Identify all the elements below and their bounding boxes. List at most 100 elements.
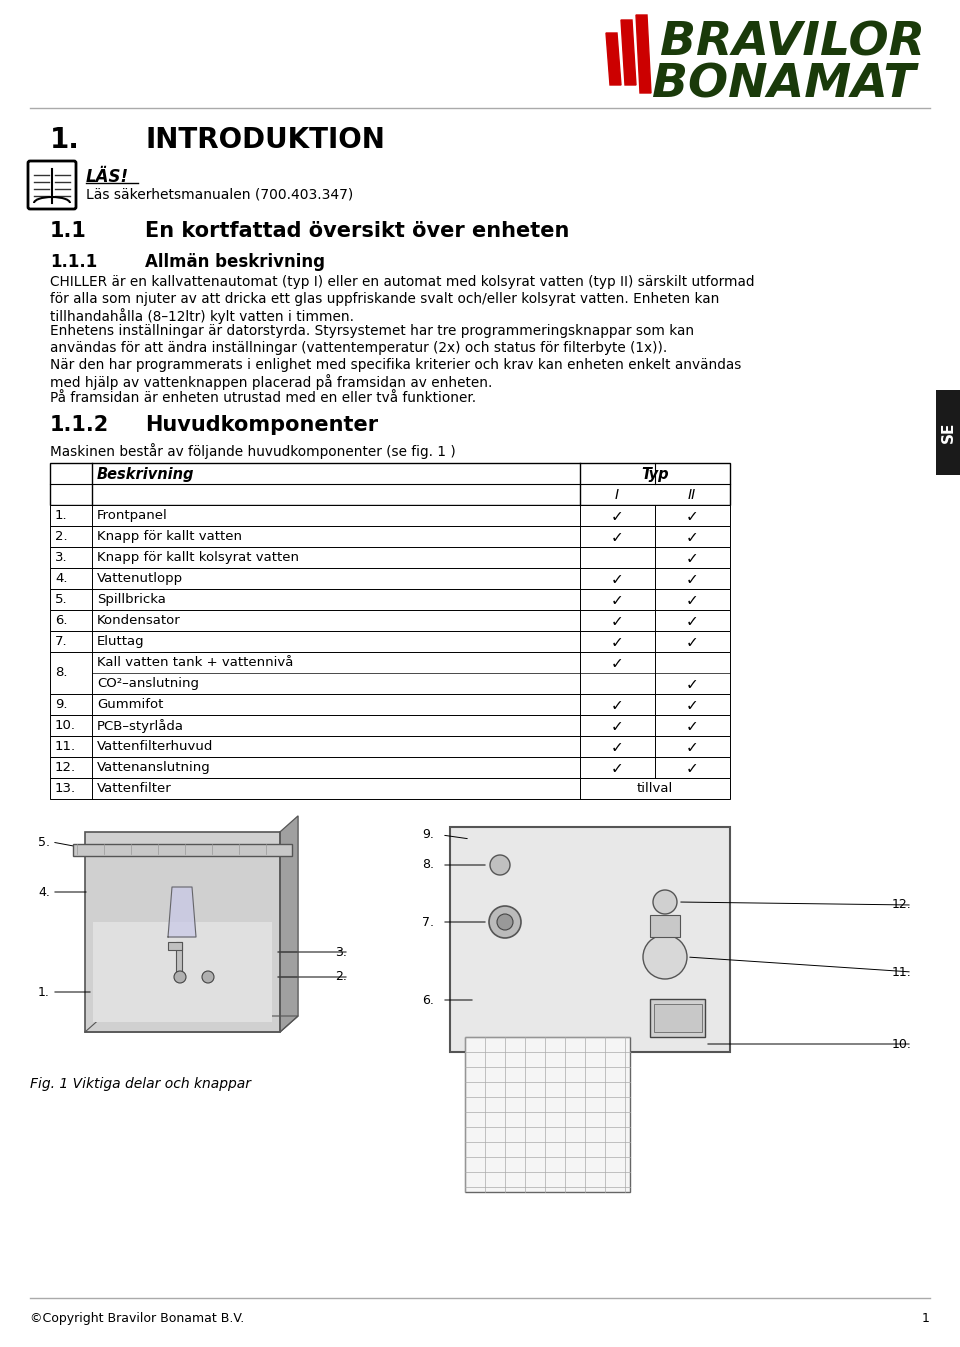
Text: Huvudkomponenter: Huvudkomponenter: [145, 415, 378, 435]
Text: 11.: 11.: [892, 966, 912, 978]
Bar: [50, 505, 730, 525]
Text: På framsidan är enheten utrustad med en eller två funktioner.: På framsidan är enheten utrustad med en …: [50, 391, 476, 404]
Text: Kall vatten tank + vattennivå: Kall vatten tank + vattennivå: [97, 656, 294, 669]
Text: ✓: ✓: [685, 761, 698, 776]
Polygon shape: [621, 20, 636, 85]
Bar: [465, 1037, 630, 1192]
Text: ✓: ✓: [685, 634, 698, 651]
Circle shape: [643, 935, 687, 979]
Text: I: I: [615, 488, 619, 502]
Text: 5.: 5.: [55, 593, 67, 606]
Circle shape: [174, 971, 186, 983]
Text: ✓: ✓: [611, 614, 623, 629]
Text: ✓: ✓: [685, 698, 698, 713]
Text: tillval: tillval: [636, 783, 673, 795]
Bar: [50, 568, 730, 589]
Bar: [654, 1004, 702, 1032]
Bar: [50, 715, 730, 735]
Text: 1.: 1.: [50, 127, 80, 154]
Text: ✓: ✓: [611, 529, 623, 546]
Text: ✓: ✓: [611, 656, 623, 671]
Text: 10.: 10.: [55, 719, 76, 731]
Text: med hjälp av vattenknappen placerad på framsidan av enheten.: med hjälp av vattenknappen placerad på f…: [50, 374, 492, 389]
Text: Typ: Typ: [641, 467, 669, 482]
Text: 9.: 9.: [422, 828, 434, 842]
Text: ✓: ✓: [685, 614, 698, 629]
Text: användas för att ändra inställningar (vattentemperatur (2x) och status för filte: användas för att ändra inställningar (va…: [50, 341, 667, 356]
Text: ✓: ✓: [685, 678, 698, 692]
Text: PCB–styrlåda: PCB–styrlåda: [97, 719, 184, 733]
Text: Vattenfilter: Vattenfilter: [97, 783, 172, 795]
Bar: [50, 694, 730, 715]
Text: 4.: 4.: [38, 885, 50, 898]
Text: 3.: 3.: [55, 551, 67, 564]
Text: tillhandahålla (8–12ltr) kylt vatten i timmen.: tillhandahålla (8–12ltr) kylt vatten i t…: [50, 308, 354, 323]
Text: INTRODUKTION: INTRODUKTION: [145, 127, 385, 154]
Circle shape: [653, 890, 677, 915]
Text: 1.1: 1.1: [50, 221, 86, 241]
Text: ✓: ✓: [685, 719, 698, 734]
Text: ✓: ✓: [611, 698, 623, 713]
Polygon shape: [606, 32, 621, 85]
Text: ✓: ✓: [611, 740, 623, 756]
Text: II: II: [688, 488, 696, 502]
Text: Vattenfilterhuvud: Vattenfilterhuvud: [97, 740, 213, 753]
Text: ©Copyright Bravilor Bonamat B.V.: ©Copyright Bravilor Bonamat B.V.: [30, 1312, 244, 1325]
Bar: [50, 463, 730, 505]
Text: ✓: ✓: [611, 761, 623, 776]
Text: Knapp för kallt kolsyrat vatten: Knapp för kallt kolsyrat vatten: [97, 551, 299, 564]
Bar: [73, 845, 292, 855]
Text: ✓: ✓: [685, 551, 698, 566]
Text: Läs säkerhetsmanualen (700.403.347): Läs säkerhetsmanualen (700.403.347): [86, 187, 353, 201]
Bar: [50, 525, 730, 547]
Text: ✓: ✓: [611, 719, 623, 734]
Text: När den har programmerats i enlighet med specifika kriterier och krav kan enhete: När den har programmerats i enlighet med…: [50, 357, 741, 372]
Text: Beskrivning: Beskrivning: [97, 467, 195, 482]
Bar: [50, 610, 730, 630]
Circle shape: [489, 907, 521, 938]
Bar: [50, 735, 730, 757]
Text: Gummifot: Gummifot: [97, 698, 163, 711]
Text: 12.: 12.: [55, 761, 76, 775]
Polygon shape: [636, 15, 651, 93]
Bar: [176, 942, 182, 977]
Text: 9.: 9.: [55, 698, 67, 711]
Text: 13.: 13.: [55, 783, 76, 795]
Text: ✓: ✓: [685, 529, 698, 546]
Text: BRAVILOR: BRAVILOR: [660, 20, 925, 65]
Bar: [936, 391, 960, 475]
Text: 12.: 12.: [892, 898, 912, 912]
Text: 1.1.1: 1.1.1: [50, 253, 97, 271]
Circle shape: [497, 915, 513, 929]
Bar: [50, 779, 730, 799]
Bar: [50, 652, 730, 694]
Text: BONAMAT: BONAMAT: [652, 63, 916, 108]
Text: 1.: 1.: [55, 509, 67, 523]
Polygon shape: [85, 1016, 298, 1032]
Text: 8.: 8.: [422, 858, 434, 872]
Bar: [168, 942, 182, 950]
Text: 1: 1: [923, 1312, 930, 1325]
Text: Fig. 1 Viktiga delar och knappar: Fig. 1 Viktiga delar och knappar: [30, 1078, 251, 1091]
Text: Spillbricka: Spillbricka: [97, 593, 166, 606]
Bar: [450, 827, 730, 1052]
Text: Eluttag: Eluttag: [97, 634, 145, 648]
Bar: [650, 915, 680, 938]
Text: En kortfattad översikt över enheten: En kortfattad översikt över enheten: [145, 221, 569, 241]
Text: ✓: ✓: [685, 572, 698, 587]
Text: ✓: ✓: [685, 740, 698, 756]
Text: LÄS!: LÄS!: [86, 168, 130, 186]
Text: ✓: ✓: [611, 593, 623, 607]
Text: Kondensator: Kondensator: [97, 614, 180, 626]
Text: för alla som njuter av att dricka ett glas uppfriskande svalt och/eller kolsyrat: för alla som njuter av att dricka ett gl…: [50, 291, 719, 306]
Text: 10.: 10.: [892, 1037, 912, 1051]
Text: ✓: ✓: [611, 572, 623, 587]
Text: CHILLER är en kallvattenautomat (typ I) eller en automat med kolsyrat vatten (ty: CHILLER är en kallvattenautomat (typ I) …: [50, 275, 755, 290]
Text: SE: SE: [941, 422, 955, 443]
Polygon shape: [168, 888, 196, 938]
Text: ✓: ✓: [685, 509, 698, 524]
Text: Vattenutlopp: Vattenutlopp: [97, 572, 183, 585]
Text: Frontpanel: Frontpanel: [97, 509, 168, 523]
Text: CO²–anslutning: CO²–anslutning: [97, 678, 199, 690]
Text: 7.: 7.: [55, 634, 67, 648]
